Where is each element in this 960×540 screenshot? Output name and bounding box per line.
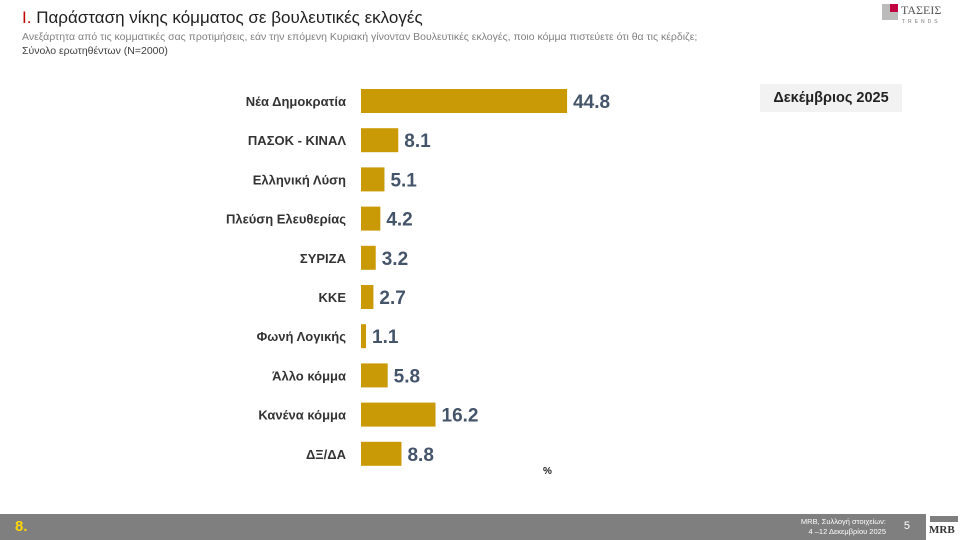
title-text: Παράσταση νίκης κόμματος σε βουλευτικές … bbox=[36, 8, 423, 27]
tasis-logo: ΤΑΣΕΙΣ TRENDS bbox=[882, 4, 958, 26]
page-title: I. Παράσταση νίκης κόμματος σε βουλευτικ… bbox=[22, 8, 423, 28]
category-label: Άλλο κόμμα bbox=[272, 368, 346, 383]
bar-chart: Νέα Δημοκρατία 44.8 ΠΑΣΟΚ - ΚΙΝΑΛ 8.1 Ελληνι… bbox=[226, 89, 610, 466]
data-label: 2.7 bbox=[379, 288, 405, 309]
bar bbox=[361, 245, 376, 270]
category-label: Πλεύση Ελευθερίας bbox=[226, 212, 346, 227]
bar bbox=[361, 89, 568, 113]
data-label: 8.1 bbox=[404, 131, 431, 152]
bar bbox=[361, 402, 436, 427]
question-text: Ανεξάρτητα από τις κομματικές σας προτιμ… bbox=[22, 31, 698, 43]
category-label: ΚΚΕ bbox=[319, 290, 347, 305]
category-label: Ελληνική Λύση bbox=[253, 172, 346, 187]
bar bbox=[361, 128, 399, 153]
logo-tagline: TRENDS bbox=[902, 19, 941, 25]
unit-label: % bbox=[543, 466, 552, 477]
bar bbox=[361, 206, 381, 231]
data-label: 44.8 bbox=[573, 92, 610, 113]
bar bbox=[361, 324, 367, 349]
data-label: 3.2 bbox=[382, 249, 408, 270]
source-line-2: 4 –12 Δεκεμβρίου 2025 bbox=[808, 527, 887, 536]
data-label: 8.8 bbox=[407, 445, 433, 466]
data-label: 1.1 bbox=[372, 327, 399, 348]
mrb-logo-text: MRB bbox=[929, 524, 955, 536]
period-badge: Δεκέμβριος 2025 bbox=[760, 84, 902, 112]
bar bbox=[361, 285, 374, 309]
category-label: Νέα Δημοκρατία bbox=[246, 94, 346, 109]
source-line-1: MRB, Συλλογή στοιχείων: bbox=[800, 517, 886, 526]
page-badge: 8. bbox=[15, 518, 28, 535]
data-label: 4.2 bbox=[386, 210, 412, 231]
data-label: 5.1 bbox=[390, 170, 417, 191]
source-note: MRB, Συλλογή στοιχείων: 4 –12 Δεκεμβρίου … bbox=[801, 517, 886, 537]
data-label: 5.8 bbox=[394, 366, 420, 387]
footer: 8. MRB, Συλλογή στοιχείων: 4 –12 Δεκεμβρί… bbox=[0, 514, 926, 540]
bar bbox=[361, 441, 402, 466]
category-label: ΠΑΣΟΚ - ΚΙΝΑΛ bbox=[248, 133, 346, 148]
slide-number: 5 bbox=[903, 520, 910, 532]
data-label: 16.2 bbox=[442, 406, 479, 427]
bar bbox=[361, 363, 388, 388]
title-number: I. bbox=[22, 8, 32, 27]
bar bbox=[361, 167, 385, 192]
category-label: ΔΞ/ΔΑ bbox=[306, 447, 347, 462]
logo-name: ΤΑΣΕΙΣ bbox=[901, 3, 942, 17]
category-label: Κανένα κόμμα bbox=[258, 408, 346, 423]
category-label: Φωνή Λογικής bbox=[257, 329, 347, 344]
category-label: ΣΥΡΙΖΑ bbox=[300, 251, 347, 266]
base-text: Σύνολο ερωτηθέντων (Ν=2000) bbox=[22, 45, 168, 57]
mrb-logo: MRB bbox=[928, 514, 960, 540]
